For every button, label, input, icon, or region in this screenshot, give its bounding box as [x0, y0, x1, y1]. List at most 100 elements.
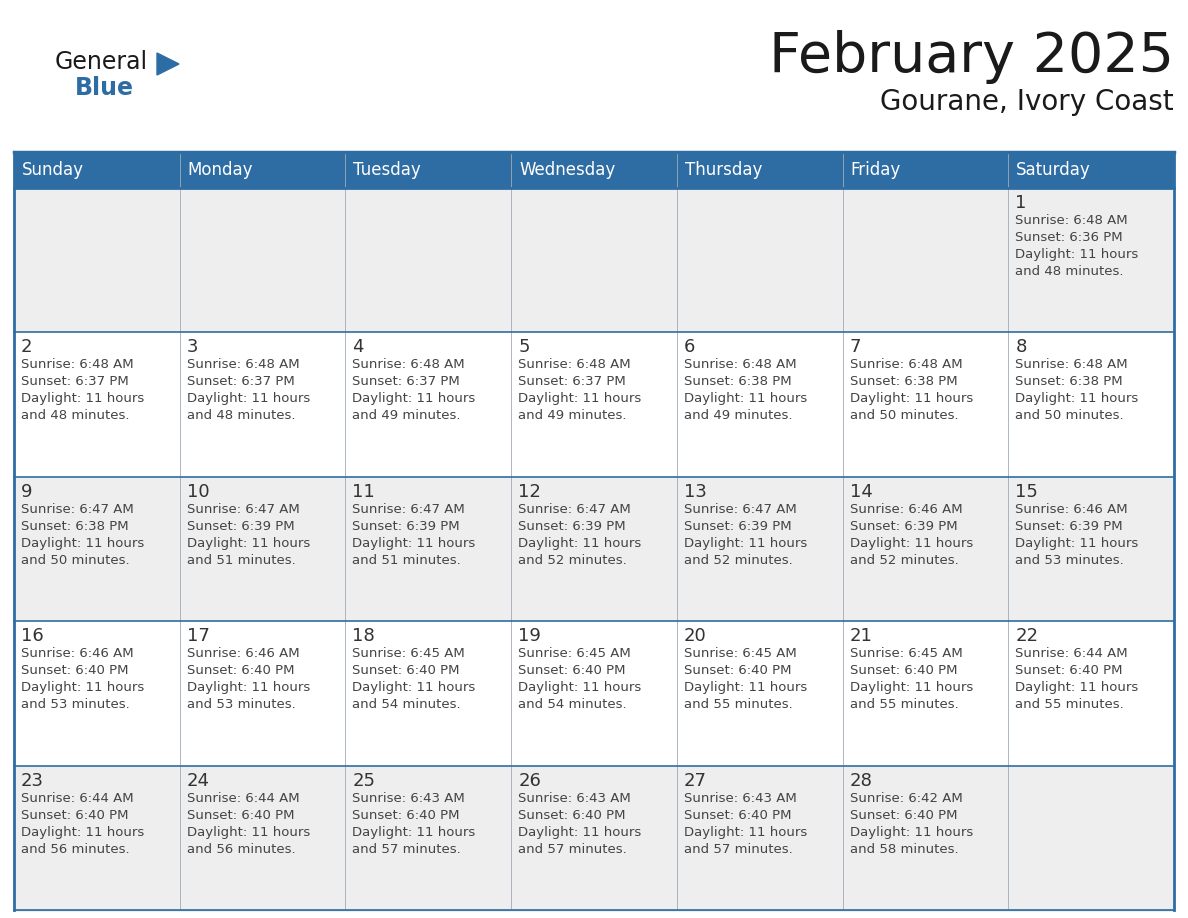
Text: 7: 7: [849, 339, 861, 356]
Text: Daylight: 11 hours: Daylight: 11 hours: [684, 825, 807, 839]
Text: Daylight: 11 hours: Daylight: 11 hours: [187, 681, 310, 694]
Text: and 48 minutes.: and 48 minutes.: [1016, 265, 1124, 278]
Text: and 52 minutes.: and 52 minutes.: [684, 554, 792, 566]
Text: 19: 19: [518, 627, 541, 645]
Bar: [14, 152, 1174, 188]
Text: and 50 minutes.: and 50 minutes.: [21, 554, 129, 566]
Text: and 49 minutes.: and 49 minutes.: [684, 409, 792, 422]
Text: Daylight: 11 hours: Daylight: 11 hours: [1016, 681, 1138, 694]
Text: Daylight: 11 hours: Daylight: 11 hours: [518, 681, 642, 694]
Text: 24: 24: [187, 772, 210, 789]
Text: Sunrise: 6:43 AM: Sunrise: 6:43 AM: [684, 791, 797, 804]
Text: Daylight: 11 hours: Daylight: 11 hours: [353, 681, 475, 694]
Text: 2: 2: [21, 339, 32, 356]
Text: 14: 14: [849, 483, 872, 501]
Text: and 56 minutes.: and 56 minutes.: [21, 843, 129, 856]
Text: 16: 16: [21, 627, 44, 645]
Text: 15: 15: [1016, 483, 1038, 501]
Text: Sunrise: 6:45 AM: Sunrise: 6:45 AM: [849, 647, 962, 660]
Bar: [14, 621, 1174, 766]
Text: Daylight: 11 hours: Daylight: 11 hours: [21, 537, 144, 550]
Text: Daylight: 11 hours: Daylight: 11 hours: [187, 825, 310, 839]
Text: 1: 1: [1016, 194, 1026, 212]
Text: and 52 minutes.: and 52 minutes.: [518, 554, 627, 566]
Text: and 53 minutes.: and 53 minutes.: [1016, 554, 1124, 566]
Text: Sunset: 6:38 PM: Sunset: 6:38 PM: [684, 375, 791, 388]
Text: 17: 17: [187, 627, 209, 645]
Polygon shape: [157, 53, 179, 75]
Text: Daylight: 11 hours: Daylight: 11 hours: [1016, 392, 1138, 406]
Text: 18: 18: [353, 627, 375, 645]
Text: Daylight: 11 hours: Daylight: 11 hours: [518, 392, 642, 406]
Text: and 55 minutes.: and 55 minutes.: [849, 699, 959, 711]
Text: Sunrise: 6:48 AM: Sunrise: 6:48 AM: [353, 358, 465, 372]
Text: 22: 22: [1016, 627, 1038, 645]
Text: and 51 minutes.: and 51 minutes.: [353, 554, 461, 566]
Text: 21: 21: [849, 627, 872, 645]
Text: Sunrise: 6:48 AM: Sunrise: 6:48 AM: [1016, 214, 1127, 227]
Bar: [14, 332, 1174, 476]
Text: Sunrise: 6:47 AM: Sunrise: 6:47 AM: [187, 503, 299, 516]
Text: Sunrise: 6:44 AM: Sunrise: 6:44 AM: [1016, 647, 1127, 660]
Text: Sunday: Sunday: [23, 161, 84, 179]
Text: Sunset: 6:40 PM: Sunset: 6:40 PM: [518, 809, 626, 822]
Text: 26: 26: [518, 772, 541, 789]
Text: Daylight: 11 hours: Daylight: 11 hours: [518, 825, 642, 839]
Text: 6: 6: [684, 339, 695, 356]
Text: and 54 minutes.: and 54 minutes.: [353, 699, 461, 711]
Text: 3: 3: [187, 339, 198, 356]
Text: Gourane, Ivory Coast: Gourane, Ivory Coast: [880, 88, 1174, 116]
Text: Sunset: 6:40 PM: Sunset: 6:40 PM: [353, 809, 460, 822]
Text: and 55 minutes.: and 55 minutes.: [684, 699, 792, 711]
Text: Daylight: 11 hours: Daylight: 11 hours: [353, 392, 475, 406]
Text: Sunset: 6:39 PM: Sunset: 6:39 PM: [1016, 520, 1123, 532]
Text: Sunrise: 6:48 AM: Sunrise: 6:48 AM: [21, 358, 133, 372]
Text: 10: 10: [187, 483, 209, 501]
Text: Sunset: 6:40 PM: Sunset: 6:40 PM: [21, 809, 128, 822]
Text: Sunrise: 6:48 AM: Sunrise: 6:48 AM: [1016, 358, 1127, 372]
Text: 11: 11: [353, 483, 375, 501]
Text: Daylight: 11 hours: Daylight: 11 hours: [187, 537, 310, 550]
Text: Daylight: 11 hours: Daylight: 11 hours: [1016, 537, 1138, 550]
Bar: [14, 476, 1174, 621]
Text: Sunrise: 6:44 AM: Sunrise: 6:44 AM: [187, 791, 299, 804]
Bar: [14, 766, 1174, 910]
Text: and 48 minutes.: and 48 minutes.: [187, 409, 295, 422]
Text: Sunrise: 6:45 AM: Sunrise: 6:45 AM: [518, 647, 631, 660]
Text: Saturday: Saturday: [1016, 161, 1091, 179]
Text: and 50 minutes.: and 50 minutes.: [1016, 409, 1124, 422]
Text: and 56 minutes.: and 56 minutes.: [187, 843, 296, 856]
Text: Sunset: 6:38 PM: Sunset: 6:38 PM: [21, 520, 128, 532]
Text: Sunset: 6:40 PM: Sunset: 6:40 PM: [187, 665, 295, 677]
Text: Sunset: 6:40 PM: Sunset: 6:40 PM: [187, 809, 295, 822]
Text: Daylight: 11 hours: Daylight: 11 hours: [849, 392, 973, 406]
Text: Daylight: 11 hours: Daylight: 11 hours: [353, 537, 475, 550]
Bar: [14, 188, 1174, 332]
Text: Daylight: 11 hours: Daylight: 11 hours: [518, 537, 642, 550]
Text: Sunset: 6:37 PM: Sunset: 6:37 PM: [187, 375, 295, 388]
Text: 27: 27: [684, 772, 707, 789]
Text: Tuesday: Tuesday: [353, 161, 422, 179]
Text: Thursday: Thursday: [684, 161, 763, 179]
Text: Sunrise: 6:46 AM: Sunrise: 6:46 AM: [849, 503, 962, 516]
Text: Sunrise: 6:47 AM: Sunrise: 6:47 AM: [518, 503, 631, 516]
Text: Sunset: 6:39 PM: Sunset: 6:39 PM: [684, 520, 791, 532]
Text: Daylight: 11 hours: Daylight: 11 hours: [21, 392, 144, 406]
Text: Sunrise: 6:44 AM: Sunrise: 6:44 AM: [21, 791, 133, 804]
Text: 12: 12: [518, 483, 541, 501]
Text: Sunset: 6:40 PM: Sunset: 6:40 PM: [1016, 665, 1123, 677]
Text: Daylight: 11 hours: Daylight: 11 hours: [684, 537, 807, 550]
Text: Sunrise: 6:45 AM: Sunrise: 6:45 AM: [353, 647, 466, 660]
Text: Sunrise: 6:43 AM: Sunrise: 6:43 AM: [518, 791, 631, 804]
Text: Sunset: 6:37 PM: Sunset: 6:37 PM: [21, 375, 128, 388]
Text: Sunrise: 6:45 AM: Sunrise: 6:45 AM: [684, 647, 797, 660]
Text: Sunrise: 6:48 AM: Sunrise: 6:48 AM: [518, 358, 631, 372]
Text: and 54 minutes.: and 54 minutes.: [518, 699, 627, 711]
Text: General: General: [55, 50, 148, 74]
Text: and 52 minutes.: and 52 minutes.: [849, 554, 959, 566]
Text: Sunrise: 6:46 AM: Sunrise: 6:46 AM: [187, 647, 299, 660]
Text: 8: 8: [1016, 339, 1026, 356]
Text: Sunset: 6:37 PM: Sunset: 6:37 PM: [518, 375, 626, 388]
Text: and 57 minutes.: and 57 minutes.: [518, 843, 627, 856]
Text: Blue: Blue: [75, 76, 134, 100]
